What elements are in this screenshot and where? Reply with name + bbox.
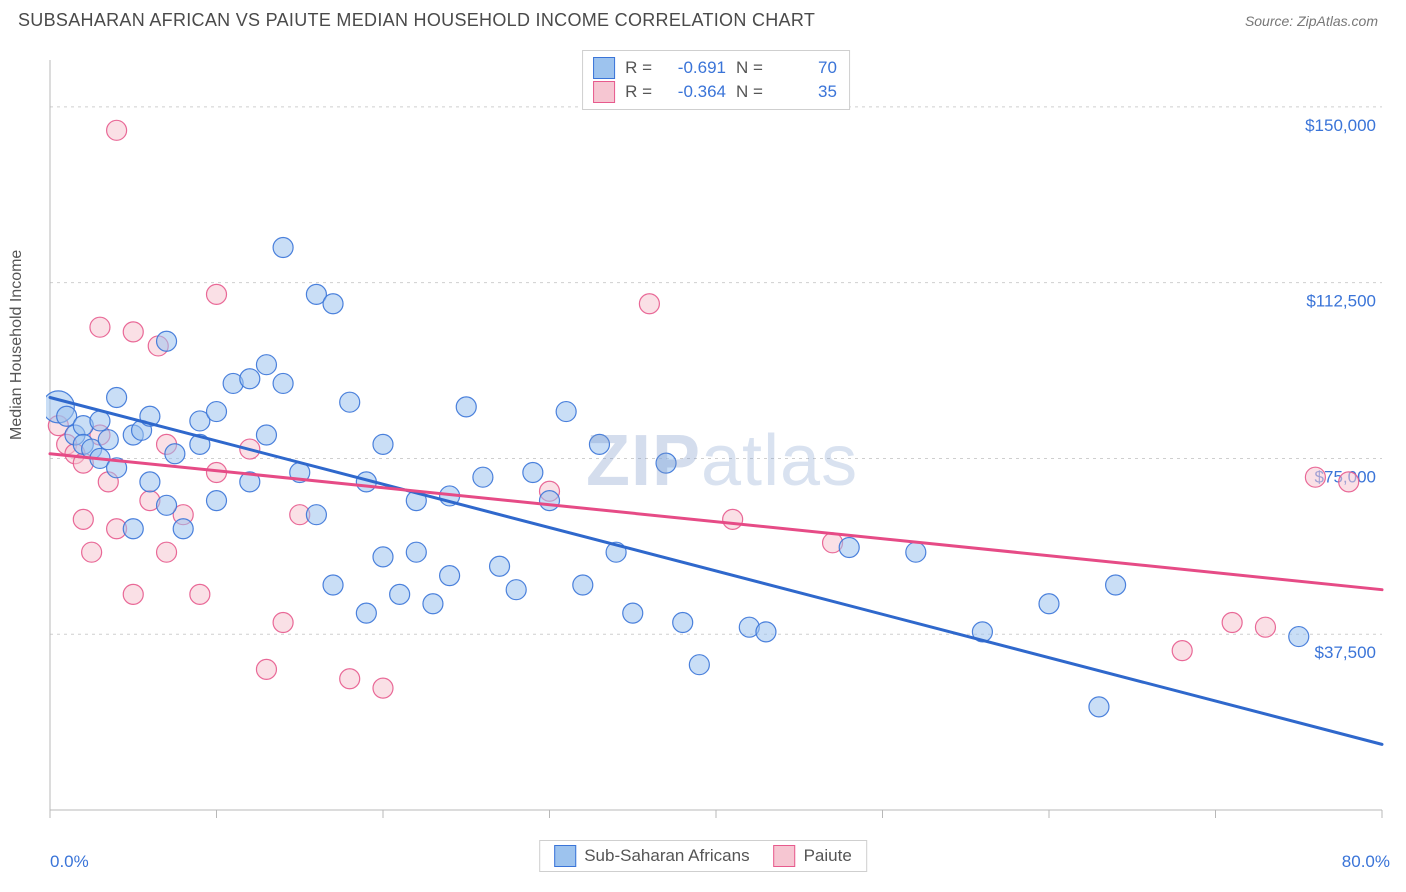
swatch-blue	[593, 57, 615, 79]
plot-area: $37,500$75,000$112,500$150,000 ZIPatlas …	[46, 50, 1386, 820]
stat-r-value: -0.691	[662, 58, 726, 78]
chart-title: SUBSAHARAN AFRICAN VS PAIUTE MEDIAN HOUS…	[18, 10, 815, 31]
series-legend: Sub-Saharan Africans Paiute	[539, 840, 867, 872]
stats-row: R = -0.691 N = 70	[593, 57, 837, 79]
legend-label: Sub-Saharan Africans	[584, 846, 749, 866]
scatter-svg: $37,500$75,000$112,500$150,000	[46, 50, 1386, 820]
x-min-label: 0.0%	[50, 852, 89, 872]
stat-r-label: R =	[625, 82, 652, 102]
chart-header: SUBSAHARAN AFRICAN VS PAIUTE MEDIAN HOUS…	[0, 0, 1406, 37]
stat-r-label: R =	[625, 58, 652, 78]
legend-item: Paiute	[774, 845, 852, 867]
swatch-pink	[593, 81, 615, 103]
svg-text:$112,500: $112,500	[1306, 292, 1376, 311]
legend-label: Paiute	[804, 846, 852, 866]
svg-text:$37,500: $37,500	[1315, 643, 1376, 662]
legend-item: Sub-Saharan Africans	[554, 845, 749, 867]
x-max-label: 80.0%	[1342, 852, 1390, 872]
stat-n-value: 35	[773, 82, 837, 102]
stats-legend: R = -0.691 N = 70 R = -0.364 N = 35	[582, 50, 850, 110]
stat-n-value: 70	[773, 58, 837, 78]
svg-text:$150,000: $150,000	[1305, 116, 1376, 135]
stats-row: R = -0.364 N = 35	[593, 81, 837, 103]
stat-r-value: -0.364	[662, 82, 726, 102]
stat-n-label: N =	[736, 82, 763, 102]
legend-swatch	[554, 845, 576, 867]
y-axis-label: Median Household Income	[8, 250, 26, 440]
legend-swatch	[774, 845, 796, 867]
stat-n-label: N =	[736, 58, 763, 78]
source-attribution: Source: ZipAtlas.com	[1245, 13, 1378, 29]
